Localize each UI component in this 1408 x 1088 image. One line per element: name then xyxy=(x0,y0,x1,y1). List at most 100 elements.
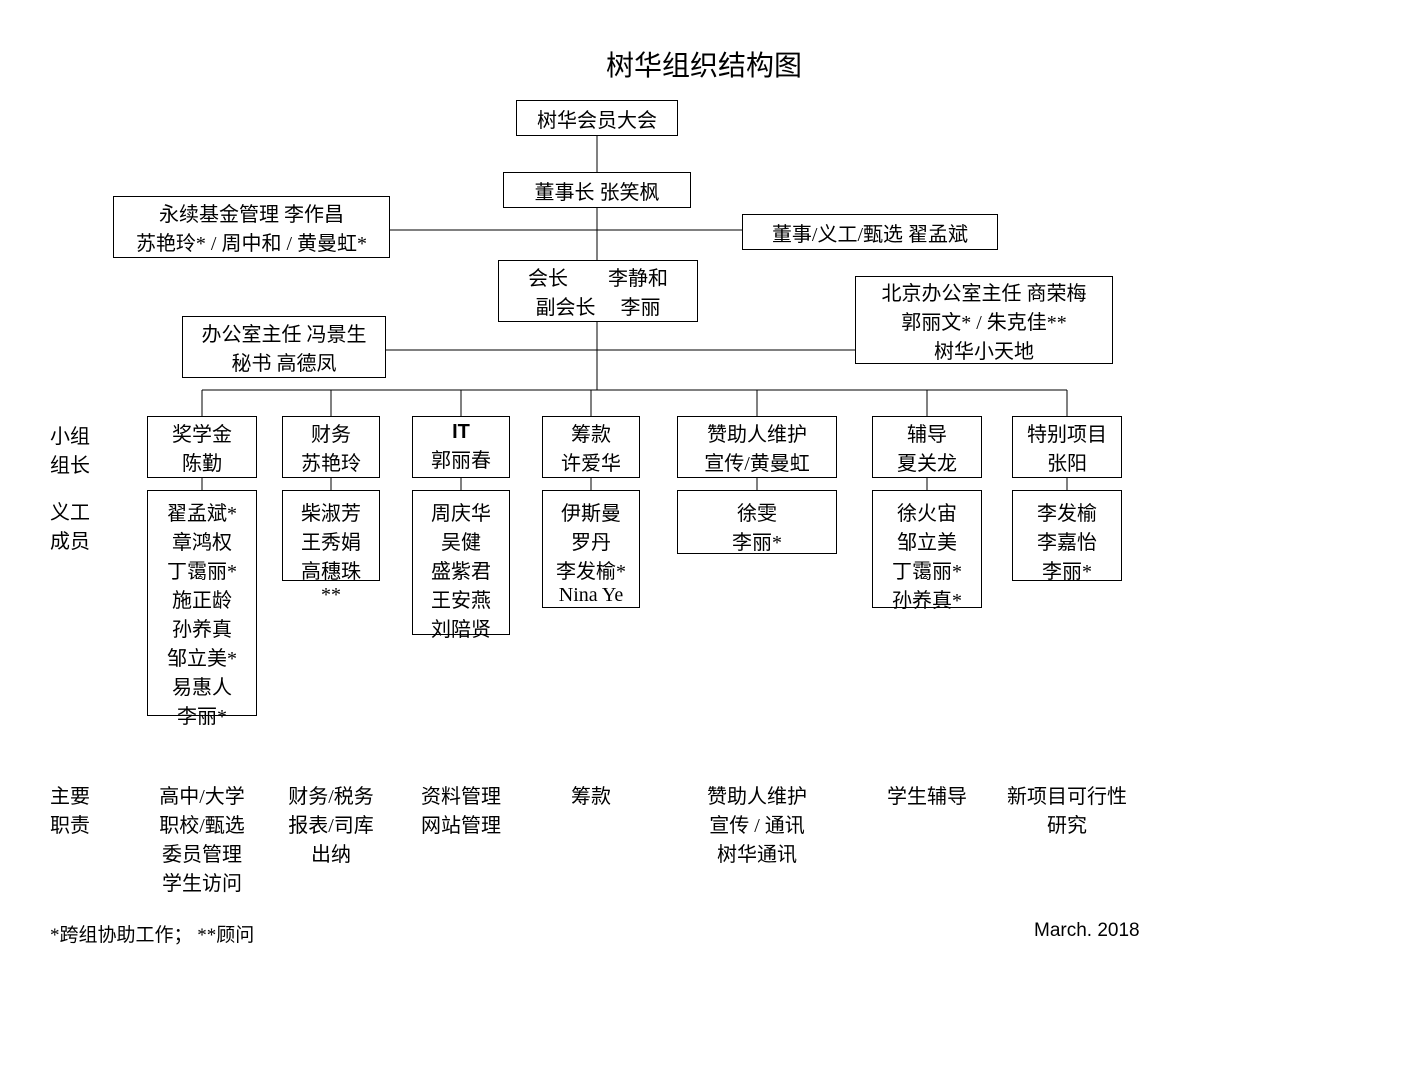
member-name: 章鸿权 xyxy=(172,526,232,555)
member-name: 吴健 xyxy=(441,526,481,555)
member-name: 孙养真* xyxy=(892,584,962,613)
duty-line: 新项目可行性 xyxy=(1002,780,1132,809)
group-members-box: 李发榆李嘉怡李丽* xyxy=(1012,490,1122,581)
member-name: 盛紫君 xyxy=(431,555,491,584)
box-fund: 永续基金管理 李作昌 苏艳玲* / 周中和 / 黄曼虹* xyxy=(113,196,390,258)
duty-line: 出纳 xyxy=(272,838,390,867)
group-title: IT xyxy=(452,421,470,444)
group-members-box: 周庆华吴健盛紫君王安燕刘陪贤 xyxy=(412,490,510,635)
chairman-text: 董事长 张笑枫 xyxy=(535,176,660,205)
group-leader: 张阳 xyxy=(1047,447,1087,476)
member-name: 施正龄 xyxy=(172,584,232,613)
member-name: 周庆华 xyxy=(431,497,491,526)
fund-line2: 苏艳玲* / 周中和 / 黄曼虹* xyxy=(136,227,367,256)
group-duties: 高中/大学职校/甄选委员管理学生访问 xyxy=(137,780,267,896)
beijing-l3: 树华小天地 xyxy=(934,335,1034,364)
group-members-box: 徐火宙邹立美丁霭丽*孙养真* xyxy=(872,490,982,608)
member-name: 伊斯曼 xyxy=(561,497,621,526)
member-name: 李发榆 xyxy=(1037,497,1097,526)
selection-text: 董事/义工/甄选 翟孟斌 xyxy=(772,218,968,247)
member-name: 邹立美 xyxy=(897,526,957,555)
duty-line: 网站管理 xyxy=(402,809,520,838)
group-leader-box: IT郭丽春 xyxy=(412,416,510,478)
footnote: *跨组协助工作； **顾问 xyxy=(50,920,254,947)
member-name: 邹立美* xyxy=(167,642,237,671)
president-l1: 会长 李静和 xyxy=(528,262,668,291)
box-selection: 董事/义工/甄选 翟孟斌 xyxy=(742,214,998,250)
member-name: 高穗珠** xyxy=(293,555,369,607)
president-l2: 副会长 李丽 xyxy=(536,291,661,320)
group-leader: 陈勤 xyxy=(182,447,222,476)
office-l1: 办公室主任 冯景生 xyxy=(202,318,367,347)
box-beijing: 北京办公室主任 商荣梅 郭丽文* / 朱克佳** 树华小天地 xyxy=(855,276,1113,364)
duty-line: 资料管理 xyxy=(402,780,520,809)
group-title: 赞助人维护 xyxy=(707,418,807,447)
group-leader: 郭丽春 xyxy=(431,444,491,473)
member-name: 罗丹 xyxy=(571,526,611,555)
member-name: 翟孟斌* xyxy=(167,497,237,526)
member-name: 刘陪贤 xyxy=(431,613,491,642)
group-leader: 苏艳玲 xyxy=(301,447,361,476)
box-chairman: 董事长 张笑枫 xyxy=(503,172,691,208)
label-duties: 主要 职责 xyxy=(50,780,130,838)
group-title: 筹款 xyxy=(571,418,611,447)
duty-line: 学生辅导 xyxy=(862,780,992,809)
duty-line: 研究 xyxy=(1002,809,1132,838)
member-name: 丁霭丽* xyxy=(167,555,237,584)
box-office: 办公室主任 冯景生 秘书 高德凤 xyxy=(182,316,386,378)
group-leader-box: 财务苏艳玲 xyxy=(282,416,380,478)
label-group-leader: 小组 组长 xyxy=(50,420,130,478)
group-duties: 财务/税务报表/司库出纳 xyxy=(272,780,390,867)
group-duties: 赞助人维护宣传 / 通讯树华通讯 xyxy=(667,780,847,867)
group-title: 特别项目 xyxy=(1027,418,1107,447)
member-name: 丁霭丽* xyxy=(892,555,962,584)
box-assembly: 树华会员大会 xyxy=(516,100,678,136)
duty-line: 筹款 xyxy=(532,780,650,809)
duty-line: 财务/税务 xyxy=(272,780,390,809)
group-leader-box: 赞助人维护宣传/黄曼虹 xyxy=(677,416,837,478)
office-l2: 秘书 高德凤 xyxy=(232,347,337,376)
member-name: 李丽* xyxy=(1042,555,1092,584)
group-leader-box: 辅导夏关龙 xyxy=(872,416,982,478)
box-president: 会长 李静和 副会长 李丽 xyxy=(498,260,698,322)
label-volunteers: 义工 成员 xyxy=(50,496,130,554)
group-leader-box: 奖学金陈勤 xyxy=(147,416,257,478)
group-title: 辅导 xyxy=(907,418,947,447)
member-name: 李丽* xyxy=(177,700,227,729)
fund-line1: 永续基金管理 李作昌 xyxy=(159,198,344,227)
duty-line: 高中/大学 xyxy=(137,780,267,809)
group-duties: 新项目可行性研究 xyxy=(1002,780,1132,838)
assembly-text: 树华会员大会 xyxy=(537,104,657,133)
page-title: 树华组织结构图 xyxy=(0,44,1408,84)
group-title: 奖学金 xyxy=(172,418,232,447)
member-name: 李发榆* xyxy=(556,555,626,584)
duty-line: 职校/甄选 xyxy=(137,809,267,838)
member-name: 王安燕 xyxy=(431,584,491,613)
group-members-box: 徐雯李丽* xyxy=(677,490,837,554)
duty-line: 宣传 / 通讯 xyxy=(667,809,847,838)
group-leader: 许爱华 xyxy=(561,447,621,476)
duty-line: 树华通讯 xyxy=(667,838,847,867)
duty-line: 报表/司库 xyxy=(272,809,390,838)
group-title: 财务 xyxy=(311,418,351,447)
member-name: 徐雯 xyxy=(737,497,777,526)
beijing-l2: 郭丽文* / 朱克佳** xyxy=(901,306,1067,335)
member-name: 王秀娟 xyxy=(301,526,361,555)
group-leader: 夏关龙 xyxy=(897,447,957,476)
group-duties: 学生辅导 xyxy=(862,780,992,809)
duty-line: 委员管理 xyxy=(137,838,267,867)
group-members-box: 伊斯曼罗丹李发榆*Nina Ye xyxy=(542,490,640,608)
title-text: 树华组织结构图 xyxy=(606,51,802,82)
member-name: 李丽* xyxy=(732,526,782,555)
member-name: 徐火宙 xyxy=(897,497,957,526)
group-members-box: 翟孟斌*章鸿权丁霭丽*施正龄孙养真邹立美*易惠人李丽* xyxy=(147,490,257,716)
group-leader-box: 筹款许爱华 xyxy=(542,416,640,478)
group-leader: 宣传/黄曼虹 xyxy=(704,447,810,476)
date-label: March. 2018 xyxy=(1034,920,1140,942)
member-name: 易惠人 xyxy=(172,671,232,700)
member-name: Nina Ye xyxy=(559,584,623,607)
duty-line: 赞助人维护 xyxy=(667,780,847,809)
group-duties: 筹款 xyxy=(532,780,650,809)
group-leader-box: 特别项目张阳 xyxy=(1012,416,1122,478)
group-duties: 资料管理网站管理 xyxy=(402,780,520,838)
